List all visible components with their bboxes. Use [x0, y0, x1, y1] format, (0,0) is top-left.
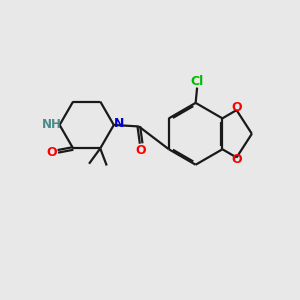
Text: O: O [46, 146, 57, 159]
Text: NH: NH [41, 118, 61, 131]
Text: O: O [232, 101, 242, 114]
Text: N: N [114, 117, 124, 130]
Text: O: O [232, 153, 242, 167]
Text: Cl: Cl [190, 75, 204, 88]
Text: O: O [136, 144, 146, 158]
